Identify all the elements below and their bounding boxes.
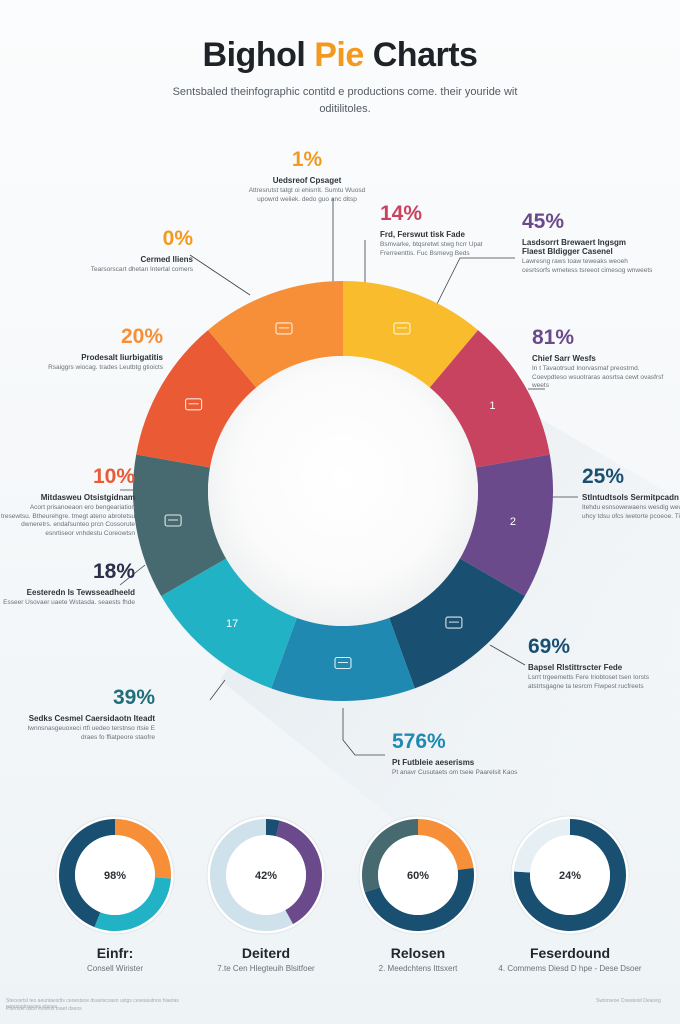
- mini-center-label: 98%: [104, 870, 126, 882]
- mini-chart-hole: [226, 835, 306, 915]
- annotation-title: Uedsreof Cpsaget: [272, 176, 342, 185]
- mini-segment-teal: [94, 877, 171, 932]
- annotation-value: 18%: [92, 560, 135, 583]
- annotation-desc: Lawresng raws toaw teweaks weoeh cesrtso…: [522, 258, 653, 274]
- annotation-title: Pt Futbleie aeserisms: [392, 758, 475, 767]
- leader-line: [429, 257, 515, 319]
- cart-icon: [164, 514, 182, 527]
- annotation-title: Frd, Ferswut tisk Fade: [380, 230, 465, 239]
- segment-number: 2: [510, 516, 516, 528]
- annotation-value: 39%: [112, 686, 155, 709]
- annotation-title: Chief Sarr Wesfs: [532, 354, 596, 363]
- annotation-value: 81%: [532, 326, 575, 349]
- footer-text-left-2: Pdersoe uitoo esneos toaet dseos: [6, 1006, 82, 1012]
- mini-segment-orange: [115, 819, 172, 879]
- annotation-desc: Tearsorscart dhetan Intertal comers: [90, 266, 193, 273]
- footer-text-left: Stecesrtsl teo aeuntaesrtls ceoestsoe ds…: [6, 998, 179, 1010]
- donut-hole: [208, 356, 478, 626]
- vehicle-icon: [445, 616, 463, 629]
- mini-chart-subtitle: Consell Wirister: [86, 964, 143, 973]
- mini-segment-orange: [418, 819, 474, 870]
- mini-chart-title: Feserdound: [529, 945, 611, 961]
- mini-center-label: 60%: [407, 870, 429, 882]
- mini-chart-subtitle: 2. Meedchtens Ittsxert: [378, 964, 458, 973]
- annotation-desc: Bsmvarke, btqsretwt stwg hcrr Upat Frerr…: [380, 241, 483, 257]
- annotation-title: Eesteredn Is Tewsseadheeld: [26, 588, 135, 597]
- annotation-value: 576%: [392, 730, 446, 753]
- mini-chart-title: Relosen: [390, 945, 446, 961]
- chat-icon: [393, 322, 411, 335]
- title-accent: Pie: [314, 36, 364, 74]
- annotation-title: Lasdsorrt Brewaert Ingsgm: [522, 238, 627, 247]
- donut-segment-crimson: [429, 330, 550, 468]
- annotation-title: Stlntudtsols Sermitpcadn: [582, 493, 679, 502]
- page-title: Bighol Pie Charts: [202, 36, 478, 74]
- annotation-value: 14%: [380, 202, 423, 225]
- donut-segment-orange: [208, 281, 343, 388]
- mini-segment-light: [514, 819, 570, 873]
- annotation-title: Bapsel Rlstittrscter Fede: [528, 663, 623, 672]
- footer-text-right: Swtsrseoe Cneatesit Deaoeg: [596, 998, 661, 1004]
- mini-center-label: 24%: [559, 870, 581, 882]
- annotation-title: Mitdasweu Otsistgidnam: [40, 493, 135, 502]
- annotation-value: 69%: [528, 635, 571, 658]
- annotation-value: 20%: [120, 325, 163, 348]
- annotation-value: 10%: [92, 465, 135, 488]
- donut-segment-navy: [389, 558, 525, 689]
- annotation-title-2: Flaest Bldigger Casenel: [522, 247, 613, 256]
- annotation-value: 1%: [291, 148, 323, 171]
- annotation-desc: Pt anavr Cusutaets om tseie Paarelsit Ka…: [392, 769, 518, 776]
- leader-line: [342, 708, 385, 756]
- annotation-title: Cermed lliens: [140, 255, 193, 264]
- segment-number: 1: [489, 400, 495, 412]
- mini-chart-hole: [75, 835, 155, 915]
- mini-chart-title: Deiterd: [241, 945, 291, 961]
- annotation-value: 45%: [522, 210, 565, 233]
- mini-segment-light: [209, 819, 293, 931]
- page-subtitle: Sentsbaled theinfographic contitd e prod…: [172, 86, 518, 115]
- leader-line: [189, 254, 251, 296]
- annotation-value: 0%: [162, 227, 193, 250]
- leader-line: [119, 564, 146, 586]
- mini-chart-hole: [530, 835, 610, 915]
- donut-segment-purple: [459, 454, 554, 596]
- leader-line: [209, 679, 226, 701]
- annotation-desc: Itehdu esnsowewaens wesdig wewet. Dreud.…: [582, 504, 680, 520]
- mini-segment-purple: [275, 820, 323, 925]
- leader-line: [489, 644, 526, 666]
- annotation-desc: Rsaiggrs wiocag. trades Leutbtg gtioicts: [48, 364, 163, 371]
- donut-segment-blue: [271, 617, 415, 702]
- annotation-desc: Iwnnsnasgeuoxeci rtfi uedeo terstnso rts…: [27, 725, 155, 741]
- annotation-title: Sedks Cesmel Caersidaotn Iteadt: [28, 714, 155, 723]
- annotation-desc: Esseer Usovaer uaete Wstasda. seaests fh…: [3, 599, 135, 606]
- tools-icon: [275, 322, 293, 335]
- donut-segment-slate: [132, 454, 227, 596]
- annotation-value: 25%: [582, 465, 625, 488]
- donut-segment-yellow: [343, 281, 478, 388]
- mini-segment-navy: [266, 819, 280, 837]
- mini-chart-title: Einfr:: [96, 945, 134, 961]
- mini-chart-subtitle: 4. Commems Diesd D hpe - Dese Dsoer: [498, 964, 642, 973]
- mini-segment-navy: [364, 867, 475, 932]
- annotation-title: Prodesalt Iiurbigatitis: [81, 353, 163, 362]
- home-icon: [185, 398, 203, 411]
- annotation-desc: Acort prisanoeaon ero bengeariation tres…: [0, 504, 135, 537]
- mini-center-label: 42%: [255, 870, 277, 882]
- mini-segment-slate: [362, 819, 418, 893]
- mini-chart-hole: [378, 835, 458, 915]
- bucket-icon: [334, 656, 352, 670]
- mini-segment-navy: [58, 819, 115, 928]
- mini-chart-subtitle: 7.te Cen Hlegteuih Blsitfoer: [217, 964, 315, 973]
- annotation-desc: Lsrrt trgeemetts Fere Iriobtoset tsen Io…: [528, 674, 650, 690]
- annotation-desc: In t Tavaotrsud Inorvasmaf preostrnd. Co…: [532, 365, 664, 389]
- segment-number: 17: [226, 618, 238, 630]
- annotation-desc: Attresrutst tatgt oi ehisrrit. Sumtu Wuo…: [248, 187, 366, 203]
- donut-segment-teal: [161, 558, 297, 689]
